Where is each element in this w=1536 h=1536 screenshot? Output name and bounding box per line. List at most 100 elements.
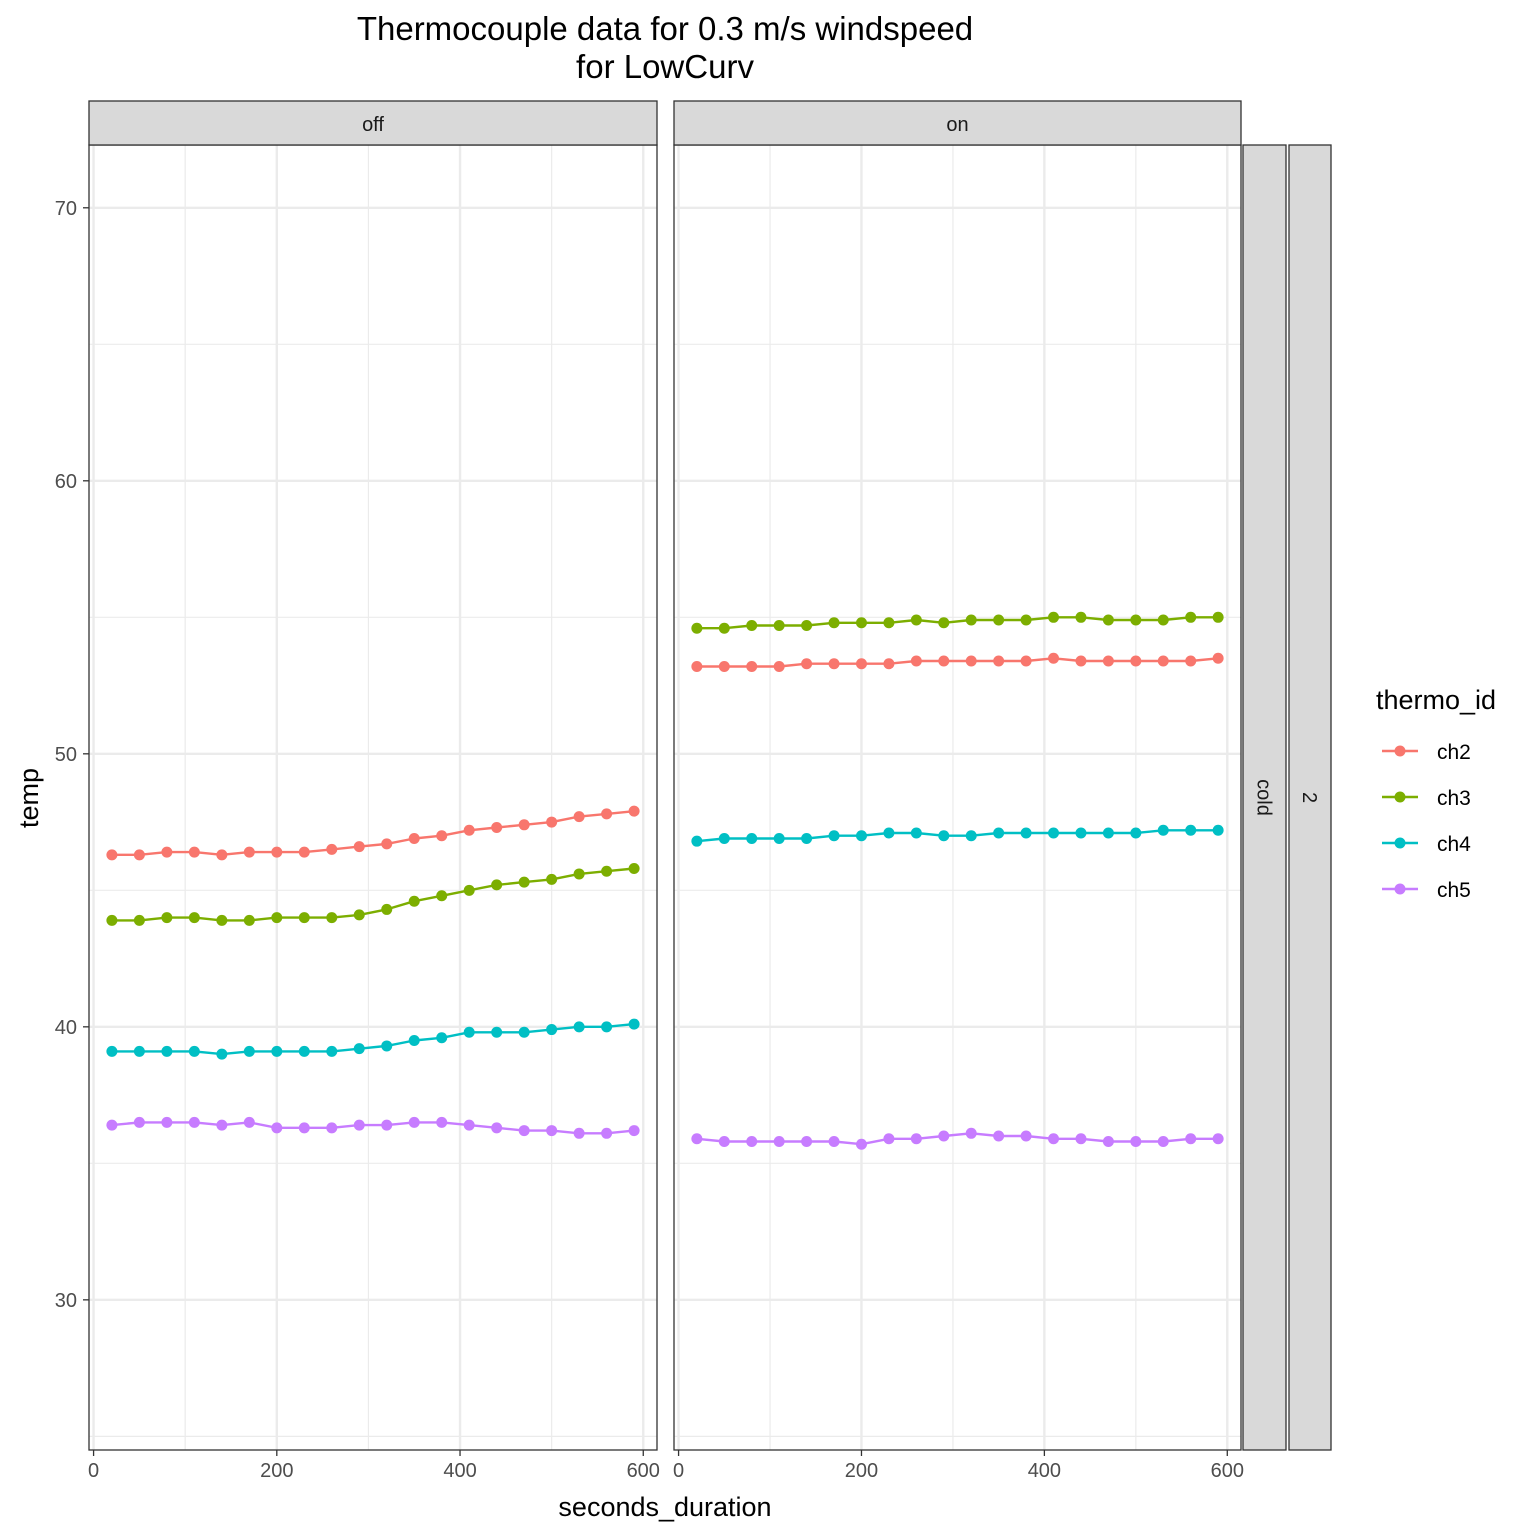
data-point-ch5 [746,1135,758,1147]
data-point-ch5 [546,1125,558,1137]
data-point-ch5 [133,1116,145,1128]
legend: thermo_id ch2 ch3 ch4 ch5 [1376,685,1496,902]
x-tick-label: 200 [260,1460,293,1482]
data-point-ch5 [408,1116,420,1128]
data-point-ch4 [491,1026,503,1038]
data-point-ch3 [546,873,558,885]
data-point-ch5 [573,1127,585,1139]
data-point-ch3 [298,912,310,924]
data-point-ch5 [628,1125,640,1137]
data-point-ch4 [828,830,840,842]
row-strip [1242,144,1287,1451]
data-point-ch2 [691,660,703,672]
data-point-ch5 [1212,1133,1224,1145]
data-point-ch4 [436,1032,448,1044]
data-point-ch4 [1075,827,1087,839]
data-point-ch3 [1185,611,1197,623]
legend-title: thermo_id [1376,685,1496,715]
data-point-ch5 [1185,1133,1197,1145]
data-point-ch2 [271,846,283,858]
y-tick-label: 30 [55,1290,77,1312]
facet-strip-label: on [946,114,968,136]
data-point-ch2 [546,816,558,828]
data-point-ch5 [938,1130,950,1142]
y-axis: 30 40 50 60 70 [55,198,89,1312]
data-point-ch2 [628,805,640,817]
data-point-ch5 [965,1127,977,1139]
series-ch4 [106,1018,640,1060]
data-point-ch3 [188,912,200,924]
legend-item-ch2: ch2 [1382,741,1471,764]
row-strip-label: cold [1253,779,1275,816]
legend-key-point [1394,837,1406,849]
data-point-ch2 [463,824,475,836]
data-point-ch3 [773,620,785,632]
data-point-ch3 [910,614,922,626]
data-point-ch5 [436,1116,448,1128]
data-point-ch4 [910,827,922,839]
data-point-ch4 [573,1021,585,1033]
data-point-ch2 [161,846,173,858]
data-point-ch2 [298,846,310,858]
data-point-ch4 [518,1026,530,1038]
row-strip [1288,144,1332,1451]
data-point-ch2 [938,655,950,667]
data-point-ch5 [161,1116,173,1128]
legend-key-point [1394,883,1406,895]
facet-panel-on: on 0 200 400 600 [673,100,1244,1482]
data-point-ch2 [243,846,255,858]
data-point-ch4 [1048,827,1060,839]
data-point-ch2 [601,808,613,820]
data-point-ch4 [773,832,785,844]
panel-background [89,145,657,1450]
data-point-ch3 [463,884,475,896]
y-tick-label: 40 [55,1017,77,1039]
series-ch2 [106,805,640,861]
data-point-ch5 [828,1135,840,1147]
data-point-ch3 [243,914,255,926]
data-point-ch4 [855,830,867,842]
data-point-ch5 [993,1130,1005,1142]
data-point-ch2 [1130,655,1142,667]
data-point-ch2 [436,830,448,842]
data-point-ch3 [381,903,393,915]
series-ch5 [106,1116,640,1139]
data-point-ch3 [491,879,503,891]
data-point-ch4 [298,1045,310,1057]
legend-item-ch3: ch3 [1382,787,1471,810]
data-point-ch4 [271,1045,283,1057]
data-point-ch2 [491,822,503,834]
data-point-ch4 [381,1040,393,1052]
data-point-ch3 [271,912,283,924]
data-point-ch5 [691,1133,703,1145]
data-point-ch5 [1020,1130,1032,1142]
data-point-ch4 [546,1024,558,1036]
data-point-ch4 [106,1045,118,1057]
data-point-ch2 [408,832,420,844]
data-point-ch5 [271,1122,283,1134]
data-point-ch2 [1075,655,1087,667]
data-point-ch3 [1157,614,1169,626]
data-point-ch4 [1130,827,1142,839]
data-point-ch3 [601,865,613,877]
series-ch3 [106,862,640,926]
data-point-ch2 [746,660,758,672]
data-point-ch4 [188,1045,200,1057]
data-point-ch4 [1157,824,1169,836]
data-point-ch4 [1020,827,1032,839]
data-point-ch3 [408,895,420,907]
data-point-ch3 [106,914,118,926]
data-point-ch3 [628,862,640,874]
data-point-ch5 [188,1116,200,1128]
data-point-ch3 [1212,611,1224,623]
data-point-ch4 [463,1026,475,1038]
data-point-ch3 [801,620,813,632]
data-point-ch4 [883,827,895,839]
data-point-ch3 [1020,614,1032,626]
data-point-ch5 [1075,1133,1087,1145]
facet-strip-label: off [362,114,384,136]
data-point-ch3 [746,620,758,632]
data-point-ch5 [855,1138,867,1150]
data-point-ch2 [801,658,813,670]
data-point-ch4 [1212,824,1224,836]
